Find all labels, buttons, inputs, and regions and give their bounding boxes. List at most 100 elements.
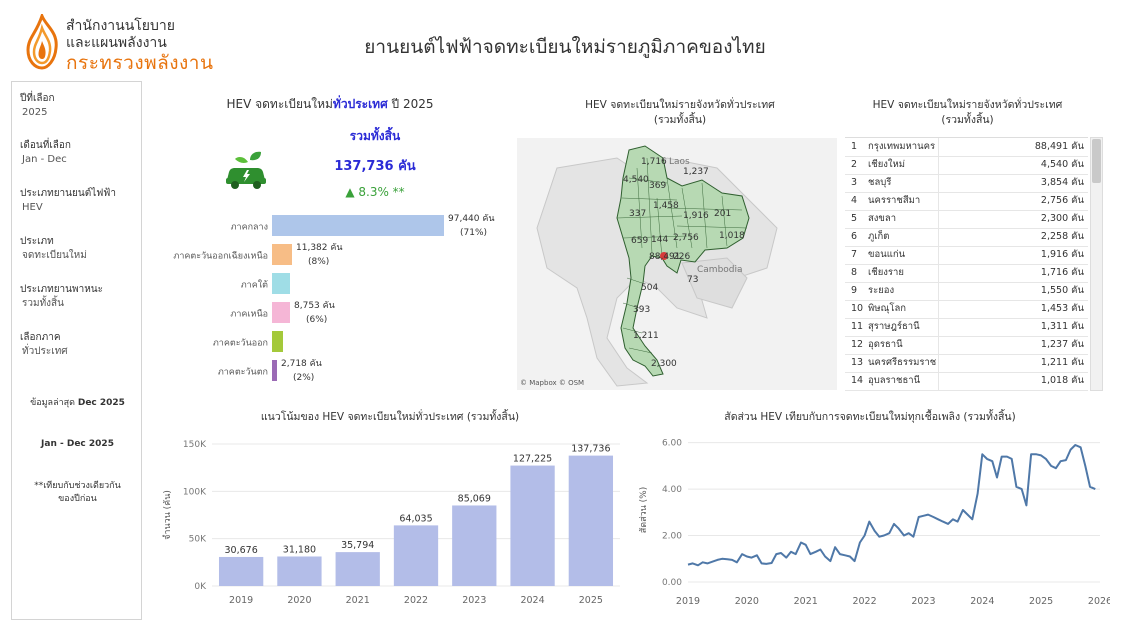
filter-month-value: Jan - Dec: [22, 154, 67, 165]
region-value-label: 97,440 คัน: [448, 214, 495, 224]
table-cell-value: 3,854 คัน: [938, 174, 1084, 192]
table-cell-rank: 9: [851, 285, 858, 296]
logo-line-2: และแผนพลังงาน: [66, 35, 167, 51]
table-row[interactable]: 11 สุราษฎร์ธานี 1,311 คัน: [845, 318, 1088, 337]
x-tick-label: 2024: [970, 596, 994, 607]
cambodia-shape: [681, 257, 748, 309]
table-cell-province: นครศรีธรรมราช: [868, 357, 937, 368]
region-bar[interactable]: [272, 215, 444, 236]
x-tick-label: 2019: [229, 595, 253, 606]
table-row[interactable]: 8 เชียงราย 1,716 คัน: [845, 264, 1088, 283]
filter-region-label: เลือกภาค: [20, 332, 61, 343]
table-row[interactable]: 14 อุบลราชธานี 1,018 คัน: [845, 372, 1088, 391]
province-value-label: 337: [629, 209, 646, 219]
province-value-label: 1,237: [683, 167, 709, 177]
region-label: ภาคตะวันตก: [218, 368, 268, 378]
table-cell-rank: 10: [851, 303, 864, 314]
table-cell-rank: 6: [851, 231, 858, 242]
trend-bar[interactable]: [452, 505, 497, 586]
filter-year-label: ปีที่เลือก: [20, 93, 55, 104]
compare-note-line-2: ของปีก่อน: [58, 494, 97, 504]
trend-bar-value-label: 137,736: [571, 444, 610, 455]
province-border-line: [616, 215, 683, 219]
region-bar[interactable]: [272, 273, 290, 294]
x-tick-label: 2022: [404, 595, 428, 606]
province-border-line: [628, 347, 653, 354]
region-label: ภาคกลาง: [231, 223, 268, 233]
filter-month[interactable]: เดือนที่เลือก Jan - Dec: [20, 139, 71, 167]
table-row[interactable]: 6 ภูเก็ต 2,258 คัน: [845, 228, 1088, 247]
filter-year[interactable]: ปีที่เลือก 2025: [20, 92, 55, 120]
table-title: HEV จดทะเบียนใหม่รายจังหวัดทั่วประเทศ (ร…: [845, 98, 1090, 128]
table-cell-value: 1,237 คัน: [938, 336, 1084, 354]
table-cell-province: เชียงราย: [868, 267, 904, 278]
filter-year-value: 2025: [22, 107, 48, 118]
country-label-laos: Laos: [669, 157, 690, 167]
table-cell-rank: 4: [851, 195, 858, 206]
trend-bar[interactable]: [277, 556, 322, 586]
share-chart-title: สัดส่วน HEV เทียบกับการจดทะเบียนใหม่ทุกเ…: [724, 411, 1016, 423]
province-border-line: [721, 195, 728, 247]
filter-region[interactable]: เลือกภาค ทั่วประเทศ: [20, 331, 68, 359]
province-border-line: [622, 302, 640, 309]
region-bar[interactable]: [272, 360, 277, 381]
table-cell-value: 1,453 คัน: [938, 300, 1084, 318]
table-cell-province: ขอนแก่น: [868, 249, 906, 260]
x-tick-label: 2022: [852, 596, 876, 607]
trend-bar[interactable]: [393, 525, 439, 586]
province-border-line: [666, 177, 678, 249]
table-cell-rank: 11: [851, 321, 864, 332]
x-tick-label: 2021: [346, 595, 370, 606]
table-row[interactable]: 13 นครศรีธรรมราช 1,211 คัน: [845, 354, 1088, 373]
filter-registration-type[interactable]: ประเภท จดทะเบียนใหม่: [20, 235, 87, 263]
region-bar[interactable]: [272, 244, 292, 265]
table-row[interactable]: 9 ระยอง 1,550 คัน: [845, 282, 1088, 301]
trend-bar[interactable]: [510, 465, 555, 586]
province-value-label: 226: [673, 252, 690, 262]
table-row[interactable]: 5 สงขลา 2,300 คัน: [845, 210, 1088, 229]
province-border-line: [621, 197, 678, 201]
filter-panel: ปีที่เลือก 2025 เดือนที่เลือก Jan - Dec …: [11, 81, 142, 620]
table-row[interactable]: 2 เชียงใหม่ 4,540 คัน: [845, 156, 1088, 175]
organization-logo-text: สำนักงานนโยบาย และแผนพลังงาน กระทรวงพลัง…: [66, 18, 213, 74]
province-border-line: [626, 277, 643, 284]
table-row[interactable]: 10 พิษณุโลก 1,453 คัน: [845, 300, 1088, 319]
share-series-line[interactable]: [687, 444, 1096, 567]
filter-registration-type-value: จดทะเบียนใหม่: [22, 250, 87, 261]
table-scrollbar-thumb[interactable]: [1092, 139, 1101, 183]
map-title-line-1: HEV จดทะเบียนใหม่รายจังหวัดทั่วประเทศ: [585, 99, 775, 111]
filter-registration-type-label: ประเภท: [20, 236, 54, 247]
table-cell-value: 2,756 คัน: [938, 192, 1084, 210]
filter-ev-type[interactable]: ประเภทยานยนต์ไฟฟ้า HEV: [20, 187, 116, 215]
electric-car-icon: [226, 151, 266, 189]
filter-vehicle-type[interactable]: ประเภทยานพาหนะ รวมทั้งสิ้น: [20, 283, 103, 311]
region-bar[interactable]: [272, 331, 283, 352]
flame-logo-icon: [26, 14, 58, 70]
thailand-shape[interactable]: [616, 145, 750, 377]
region-value-label: 11,382 คัน: [296, 243, 343, 253]
province-border-line: [681, 187, 693, 249]
table-cell-value: 1,916 คัน: [938, 246, 1084, 264]
province-border-line: [636, 167, 643, 249]
table-row[interactable]: 12 อุดรธานี 1,237 คัน: [845, 336, 1088, 355]
growth-indicator: ▲ 8.3% **: [345, 185, 405, 199]
region-bar-chart: ภาคกลาง 97,440 คัน (71%) ภาคตะวันออกเฉียงเห…: [173, 214, 495, 383]
table-row[interactable]: 3 ชลบุรี 3,854 คัน: [845, 174, 1088, 193]
bangkok-marker[interactable]: [660, 252, 668, 260]
province-border-line: [666, 207, 743, 211]
trend-bar-value-label: 127,225: [513, 454, 552, 465]
trend-bar[interactable]: [335, 552, 380, 586]
table-row[interactable]: 7 ขอนแก่น 1,916 คัน: [845, 246, 1088, 265]
trend-bar[interactable]: [568, 455, 614, 586]
table-scrollbar[interactable]: [1090, 137, 1103, 391]
region-bar[interactable]: [272, 302, 290, 323]
table-row[interactable]: 4 นครราชสีมา 2,756 คัน: [845, 192, 1088, 211]
table-cell-value: 1,018 คัน: [938, 372, 1084, 390]
province-value-label: 1,018: [719, 231, 745, 241]
total-value: 137,736 คัน: [334, 159, 416, 174]
y-tick-label: 4.00: [662, 485, 682, 495]
trend-bar[interactable]: [218, 556, 264, 586]
region-label: ภาคตะวันออกเฉียงเหนือ: [173, 251, 268, 262]
table-row[interactable]: 1 กรุงเทพมหานคร 88,491 คัน: [845, 138, 1088, 157]
